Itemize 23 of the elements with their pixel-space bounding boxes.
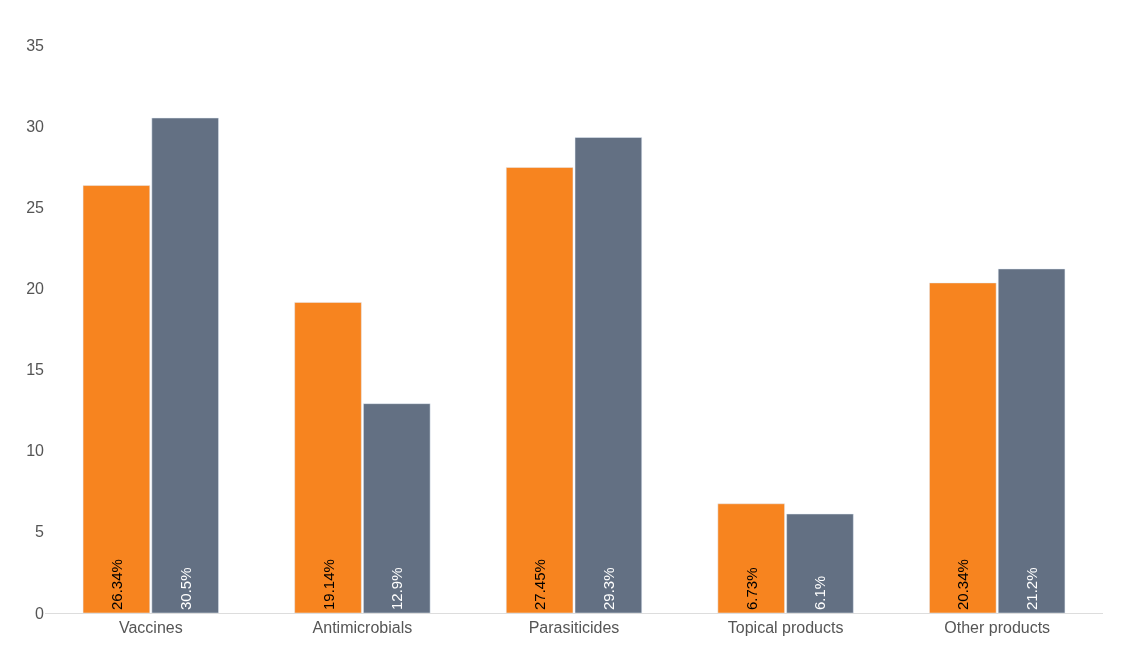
y-tick-label: 20	[26, 280, 45, 298]
x-tick-label: Vaccines	[118, 619, 183, 637]
data-label: 6.73%	[742, 567, 760, 610]
data-label: 30.5%	[176, 567, 194, 610]
data-label: 6.1%	[811, 575, 829, 610]
y-tick-label: 15	[26, 361, 45, 379]
y-tick-label: 0	[35, 604, 45, 622]
data-label: 21.2%	[1023, 567, 1041, 610]
y-tick-label: 10	[26, 442, 45, 460]
y-tick-label: 35	[26, 36, 45, 54]
data-label: 29.3%	[599, 567, 617, 610]
data-label: 26.34%	[107, 559, 125, 610]
x-tick-label: Other products	[944, 619, 1051, 637]
x-tick-label: Antimicrobials	[312, 619, 413, 637]
data-label: 20.34%	[954, 559, 972, 610]
data-label: 12.9%	[388, 567, 406, 610]
y-tick-label: 30	[26, 117, 45, 135]
data-label: 19.14%	[319, 559, 337, 610]
x-tick-label: Topical products	[727, 619, 844, 637]
data-label: 27.45%	[531, 559, 549, 610]
y-tick-label: 5	[35, 523, 45, 541]
y-tick-label: 25	[26, 198, 45, 216]
x-tick-label: Parasiticides	[528, 619, 620, 637]
